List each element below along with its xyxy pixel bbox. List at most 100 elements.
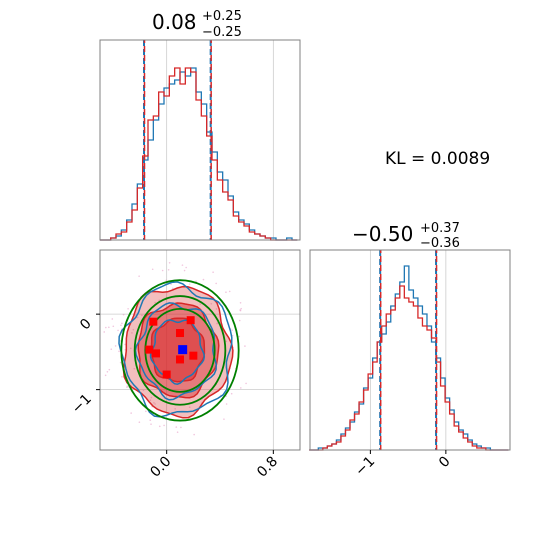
joint-scatter-dot: [161, 269, 164, 272]
joint-scatter-dot: [154, 403, 156, 405]
joint-sample-marker-5: [189, 351, 198, 360]
joint-gaussian-ellipse-0: [120, 279, 240, 422]
joint-scatter-dot: [145, 410, 147, 413]
param-1-hist-series-a-line: [100, 67, 298, 241]
joint-scatter-dot: [215, 282, 217, 285]
joint-scatter-dot: [188, 406, 191, 408]
histogram-panel-param-2-frame: [309, 249, 511, 451]
joint-scatter-dot: [132, 328, 135, 331]
param-2-title-value: −0.50: [352, 222, 413, 246]
joint-scatter-dot: [181, 264, 184, 266]
joint-scatter-dot: [138, 421, 141, 423]
joint-scatter-dot: [121, 322, 123, 325]
joint-scatter-dot: [142, 389, 145, 392]
joint-truth-marker: [178, 345, 188, 355]
joint-sample-marker-3: [145, 345, 154, 354]
joint-scatter-dot: [121, 375, 123, 378]
param-2-title: −0.50 +0.37 −0.36: [352, 221, 460, 251]
joint-scatter-dot: [141, 314, 143, 317]
histogram-panel-param-1: [100, 40, 298, 241]
joint-scatter-dot: [199, 303, 202, 305]
joint-scatter-dot: [103, 331, 106, 333]
joint-scatter-dot: [175, 426, 178, 428]
joint-scatter-dot: [120, 324, 122, 327]
joint-scatter-dot: [118, 350, 120, 353]
param-2-hist-series-a-line: [309, 265, 509, 451]
joint-scatter-dot: [127, 307, 129, 310]
joint-ytick-label-0: −1: [69, 391, 95, 417]
joint-scatter-dot: [131, 332, 133, 334]
joint-scatter-dot: [212, 271, 214, 273]
param-2-title-lower: −0.36: [420, 236, 460, 251]
kl-label: KL = 0.0089: [385, 149, 490, 169]
joint-scatter-dot: [104, 374, 107, 377]
joint-scatter-dot: [133, 367, 136, 370]
joint-ytick-label-1: 0: [77, 316, 95, 334]
joint-scatter-dot: [239, 387, 242, 389]
joint-scatter-dot: [174, 408, 176, 410]
joint-scatter-dot: [124, 343, 126, 346]
joint-scatter-dot: [108, 326, 110, 329]
joint-scatter-dot: [153, 402, 155, 404]
joint-scatter-dot: [238, 319, 241, 322]
param-1-title-upper: +0.25: [202, 9, 242, 24]
joint-scatter-dot: [185, 266, 187, 269]
joint-scatter-dot: [225, 291, 227, 294]
joint-scatter-dot: [126, 386, 128, 389]
joint-scatter-dot: [171, 287, 174, 290]
joint-scatter-dot: [112, 325, 115, 328]
joint-scatter-dot: [119, 361, 122, 364]
joint-scatter-dot: [136, 316, 139, 319]
joint-scatter-dot: [225, 403, 228, 405]
joint-scatter-dot: [183, 269, 186, 272]
joint-scatter-dot: [138, 275, 140, 277]
joint-scatter-dot: [114, 345, 117, 347]
joint-scatter-dot: [193, 433, 195, 436]
joint-scatter-dot: [150, 423, 152, 425]
joint-scatter-dot: [151, 268, 154, 271]
joint-sample-marker-1: [186, 316, 195, 325]
param-1-title-value: 0.08: [152, 10, 197, 34]
param-1-title-lower: −0.25: [202, 25, 242, 40]
joint-scatter-dot: [223, 418, 225, 420]
joint-scatter-dot: [106, 370, 109, 373]
joint-scatter-dot: [111, 318, 114, 320]
joint-scatter-dot: [239, 302, 242, 304]
joint-scatter-dot: [202, 278, 205, 281]
joint-scatter-dot: [167, 268, 170, 271]
joint-sample-marker-0: [149, 317, 158, 326]
joint-scatter-dot: [238, 335, 241, 338]
joint-scatter-dot: [122, 313, 125, 316]
joint-scatter-dot: [215, 308, 218, 310]
joint-scatter-dot: [176, 431, 179, 433]
joint-gaussian-ellipse-1: [133, 295, 227, 406]
joint-scatter-dot: [239, 309, 242, 312]
joint-scatter-dot: [149, 419, 152, 422]
histogram-panel-param-1-frame: [99, 39, 301, 241]
joint-sample-marker-2: [176, 329, 184, 338]
joint-scatter-dot: [180, 426, 182, 429]
joint-sample-marker-4: [152, 349, 160, 358]
joint-scatter-dot: [163, 424, 165, 427]
joint-scatter-dot: [230, 392, 233, 395]
joint-scatter-dot: [105, 326, 107, 329]
joint-sample-marker-7: [176, 355, 184, 364]
joint-scatter-dot: [149, 399, 152, 402]
joint-scatter-dot: [225, 340, 228, 343]
joint-scatter-dot: [119, 340, 122, 342]
joint-scatter-dot: [154, 301, 156, 304]
joint-scatter-dot: [168, 262, 171, 264]
joint-scatter-dot: [188, 283, 191, 285]
param-1-title: 0.08 +0.25 −0.25: [152, 9, 242, 40]
joint-sample-marker-6: [162, 370, 171, 379]
joint-xtick-label-1: 0.8: [254, 454, 281, 481]
param-1-hist-series-b-line: [100, 67, 298, 241]
joint-scatter-dot: [244, 345, 246, 347]
joint-scatter-dot: [110, 348, 113, 351]
joint-density-panel-frame: [99, 249, 301, 451]
joint-density-panel: [100, 250, 300, 450]
right-xtick-label-0: −1: [352, 454, 378, 480]
joint-scatter-dot: [130, 347, 132, 350]
joint-scatter-dot: [150, 396, 153, 399]
